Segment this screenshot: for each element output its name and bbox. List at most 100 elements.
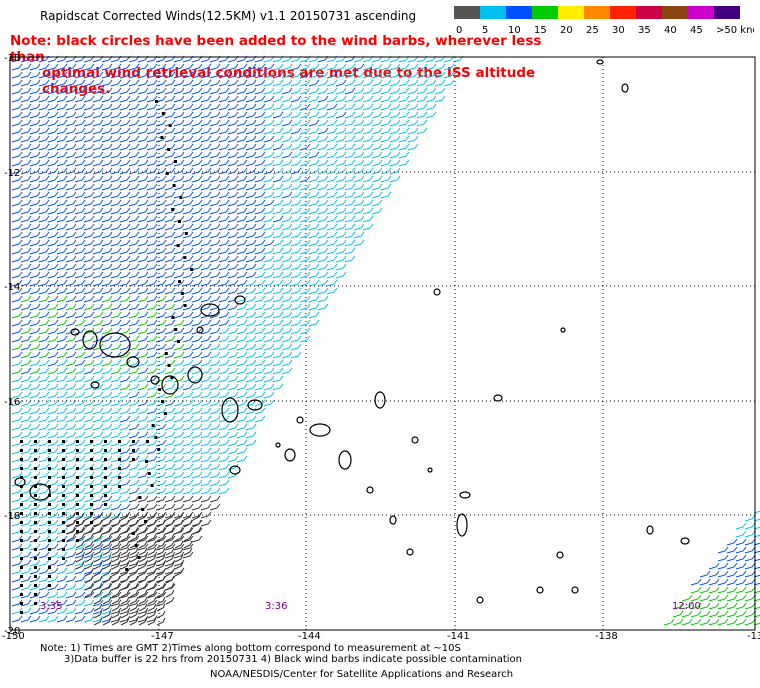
wind-barb	[389, 79, 401, 87]
quality-flag-marker	[76, 476, 79, 479]
island-outline	[200, 303, 220, 317]
wind-barb	[726, 546, 738, 554]
quality-flag-marker	[90, 512, 93, 515]
wind-barb	[29, 223, 41, 231]
wind-barb	[29, 231, 41, 239]
wind-barb	[200, 215, 212, 223]
wind-barb	[92, 447, 104, 455]
wind-barb	[164, 239, 176, 247]
wind-barb	[38, 119, 50, 127]
wind-barb	[110, 551, 122, 559]
wind-barb	[173, 335, 185, 343]
wind-barb	[92, 279, 104, 287]
quality-flag-marker	[167, 148, 171, 151]
wind-barb-contaminated	[138, 533, 148, 542]
wind-barb	[744, 578, 756, 586]
wind-barb-contaminated	[120, 554, 130, 563]
wind-barb	[29, 271, 41, 279]
wind-barb	[353, 183, 365, 191]
wind-barb	[362, 199, 374, 207]
wind-barb	[38, 79, 50, 87]
wind-barb	[65, 407, 77, 415]
wind-barb	[236, 295, 248, 303]
wind-barb	[443, 79, 455, 87]
wind-barb	[65, 71, 77, 79]
quality-flag-marker	[34, 566, 37, 569]
quality-flag-marker	[20, 593, 23, 596]
wind-barb	[11, 63, 23, 71]
wind-barb	[326, 223, 338, 231]
wind-barb	[362, 63, 374, 71]
wind-barb	[101, 615, 113, 623]
wind-barb-contaminated	[147, 596, 157, 605]
wind-barb	[191, 151, 203, 159]
wind-barb-contaminated	[111, 512, 121, 521]
wind-barb	[128, 439, 140, 447]
wind-barb	[101, 343, 113, 351]
wind-barb	[83, 111, 95, 119]
wind-barb	[173, 279, 185, 287]
wind-barb	[407, 127, 419, 135]
wind-barb	[416, 87, 428, 95]
wind-barb	[38, 519, 50, 527]
wind-barb	[101, 303, 113, 311]
wind-barb	[218, 95, 230, 103]
wind-barb	[74, 591, 86, 599]
wind-barb	[83, 63, 95, 71]
wind-barb	[416, 111, 428, 119]
wind-barb	[272, 63, 284, 71]
wind-barb	[29, 239, 41, 247]
wind-barb	[182, 407, 194, 415]
wind-barb	[200, 63, 212, 71]
wind-barb	[164, 199, 176, 207]
wind-barb	[101, 255, 113, 263]
wind-barb	[227, 391, 239, 399]
wind-barb	[173, 423, 185, 431]
wind-barb-contaminated	[93, 617, 103, 626]
wind-barb	[299, 167, 311, 175]
wind-barb	[110, 383, 122, 391]
wind-barb	[47, 423, 59, 431]
wind-barb	[65, 543, 77, 551]
wind-barb	[209, 463, 221, 471]
wind-barb	[362, 103, 374, 111]
wind-barb	[263, 103, 275, 111]
wind-barb	[209, 207, 221, 215]
wind-barb-contaminated	[120, 519, 130, 528]
wind-barb	[191, 407, 203, 415]
wind-barb	[83, 287, 95, 295]
wind-barb-contaminated	[165, 554, 175, 563]
wind-barb	[83, 87, 95, 95]
wind-barb	[182, 295, 194, 303]
wind-barb	[335, 135, 347, 143]
wind-barb	[254, 103, 266, 111]
wind-barb	[110, 63, 122, 71]
wind-barb	[200, 87, 212, 95]
wind-barb	[119, 247, 131, 255]
wind-barb	[200, 439, 212, 447]
wind-barb	[236, 175, 248, 183]
wind-barb	[182, 103, 194, 111]
wind-barb	[317, 159, 329, 167]
wind-barb	[227, 199, 239, 207]
wind-barb	[164, 135, 176, 143]
longitude-labels: -150-147-144-141-138-13	[2, 631, 760, 640]
wind-barb	[398, 63, 410, 71]
wind-barb	[155, 199, 167, 207]
wind-barb	[29, 343, 41, 351]
wind-barb	[11, 431, 23, 439]
wind-barb	[744, 514, 756, 522]
wind-barb	[690, 610, 702, 618]
wind-barb	[209, 71, 221, 79]
wind-barb	[326, 167, 338, 175]
wind-barb	[47, 215, 59, 223]
wind-barb	[137, 279, 149, 287]
quality-flag-marker	[160, 136, 164, 139]
wind-barb	[137, 287, 149, 295]
wind-barb	[101, 71, 113, 79]
wind-barb	[272, 135, 284, 143]
wind-barb	[407, 79, 419, 87]
wind-barb	[726, 554, 738, 562]
wind-barb	[29, 87, 41, 95]
wind-barb	[74, 191, 86, 199]
